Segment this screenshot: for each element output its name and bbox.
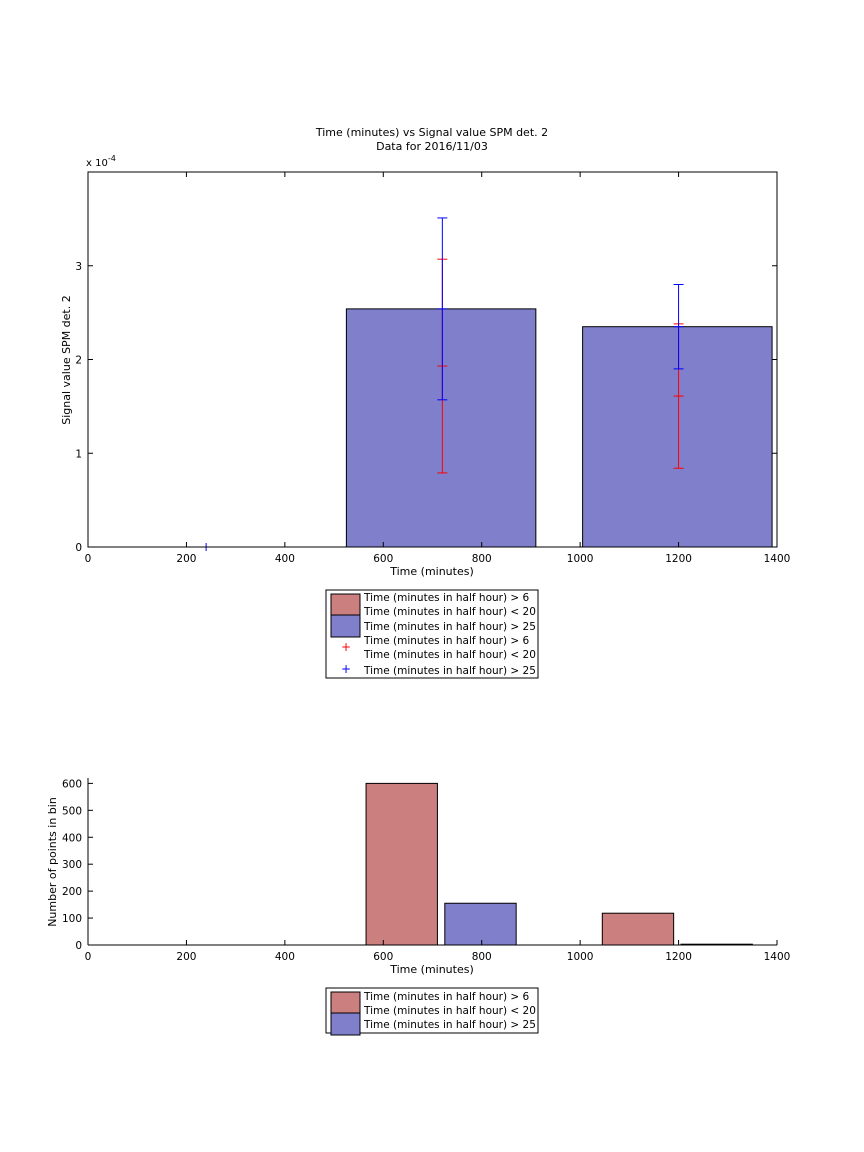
y-exponent: x 10-4 — [86, 154, 116, 169]
signal-chart: Time (minutes) vs Signal value SPM det. … — [60, 126, 791, 679]
legend-marker-blue: + — [341, 662, 351, 676]
chart-subtitle: Data for 2016/11/03 — [376, 140, 488, 153]
bar-blue — [345, 308, 537, 548]
legend-label: Time (minutes in half hour) > 6 — [363, 635, 530, 647]
legend-label: Time (minutes in half hour) > 25 — [363, 665, 536, 677]
y-tick-label: 500 — [62, 805, 82, 817]
legend-patch-blue — [330, 614, 361, 638]
x-tick-label: 1000 — [567, 951, 594, 963]
legend-marker-red: + — [341, 640, 351, 654]
chart-title: Time (minutes) vs Signal value SPM det. … — [315, 126, 548, 139]
x-tick-label: 800 — [472, 951, 492, 963]
x-tick-label: 400 — [275, 553, 295, 565]
errorbar-blue — [437, 217, 448, 401]
legend: Time (minutes in half hour) > 6 Time (mi… — [325, 987, 539, 1036]
legend-patch-blue — [330, 1012, 361, 1036]
legend-label: Time (minutes in half hour) > 25 — [363, 1019, 536, 1031]
y-tick-label: 3 — [75, 261, 82, 273]
legend: + + Time (minutes in half hour) > 6 Time… — [325, 589, 539, 679]
legend-box — [325, 589, 539, 679]
y-tick-label: 300 — [62, 859, 82, 871]
legend-patch-red — [330, 991, 361, 1015]
count-chart: 0 200 400 600 800 1000 1200 1400 0 100 200 300 400 50… — [46, 778, 791, 1036]
legend-patch-red — [330, 593, 361, 617]
y-tick-label: 600 — [62, 778, 82, 790]
legend-label: Time (minutes in half hour) > 6 — [363, 991, 530, 1003]
x-tick-label: 1400 — [764, 951, 791, 963]
x-tick-label: 400 — [275, 951, 295, 963]
x-tick-label: 600 — [373, 553, 393, 565]
bar-red — [601, 912, 675, 946]
legend-box — [325, 987, 539, 1034]
x-tick-label: 1200 — [665, 951, 692, 963]
y-exponent-base: x 10 — [86, 158, 108, 169]
legend-label: Time (minutes in half hour) > 6 — [363, 592, 530, 604]
x-axis-label: Time (minutes) — [389, 565, 474, 578]
bar-red — [365, 782, 438, 946]
x-axis-label: Time (minutes) — [389, 963, 474, 976]
legend-label: Time (minutes in half hour) < 20 — [363, 1005, 536, 1017]
y-axis-label: Number of points in bin — [46, 797, 59, 927]
x-tick-label: 0 — [85, 553, 92, 565]
y-tick-label: 0 — [75, 542, 82, 554]
y-tick-label: 200 — [62, 886, 82, 898]
x-tick-label: 200 — [176, 553, 196, 565]
y-tick-label: 400 — [62, 832, 82, 844]
legend-label: Time (minutes in half hour) > 25 — [363, 621, 536, 633]
y-tick-label: 100 — [62, 913, 82, 925]
y-axis-label: Signal value SPM det. 2 — [60, 295, 73, 425]
x-tick-label: 200 — [176, 951, 196, 963]
y-tick-label: 2 — [75, 355, 82, 367]
bar-blue — [444, 902, 517, 946]
bar-blue — [582, 326, 773, 548]
y-tick-label: 0 — [75, 940, 82, 952]
y-exponent-power: -4 — [108, 154, 116, 163]
x-tick-label: 1000 — [567, 553, 594, 565]
legend-label: Time (minutes in half hour) < 20 — [363, 606, 536, 618]
x-tick-label: 600 — [373, 951, 393, 963]
y-tick-label: 1 — [75, 448, 82, 460]
x-tick-label: 800 — [472, 553, 492, 565]
x-tick-label: 1400 — [764, 553, 791, 565]
x-tick-label: 1200 — [665, 553, 692, 565]
legend-label: Time (minutes in half hour) < 20 — [363, 649, 536, 661]
errorbar-blue — [673, 284, 684, 370]
x-tick-label: 0 — [85, 951, 92, 963]
